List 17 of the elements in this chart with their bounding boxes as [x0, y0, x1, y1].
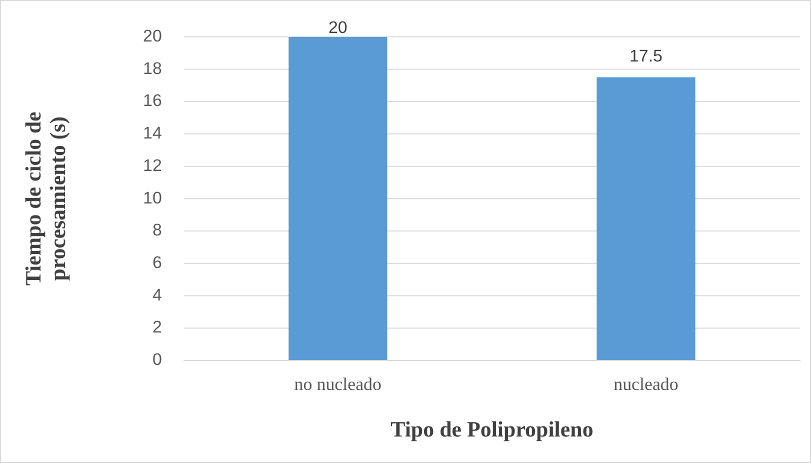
y-tick-label: 20	[143, 26, 162, 46]
y-tick-label: 0	[152, 350, 162, 370]
x-tick-label: nucleado	[614, 374, 678, 394]
y-tick-label: 14	[143, 124, 162, 143]
y-tick-label: 8	[152, 220, 162, 240]
data-label: 20	[328, 18, 348, 38]
y-tick-label: 6	[152, 253, 162, 272]
x-tick-label: no nucleado	[294, 374, 382, 394]
y-tick-label: 2	[152, 318, 162, 337]
y-tick-label: 18	[143, 58, 162, 78]
data-label: 17.5	[629, 46, 662, 66]
y-axis-title: Tiempo de ciclo de procesamiento (s)	[20, 111, 70, 286]
y-tick-label: 4	[152, 285, 162, 304]
y-tick-label: 10	[143, 188, 162, 208]
y-tick-label: 16	[143, 91, 162, 110]
y-tick-label: 12	[143, 156, 162, 175]
x-axis-title: Tipo de Polipropileno	[390, 416, 594, 442]
